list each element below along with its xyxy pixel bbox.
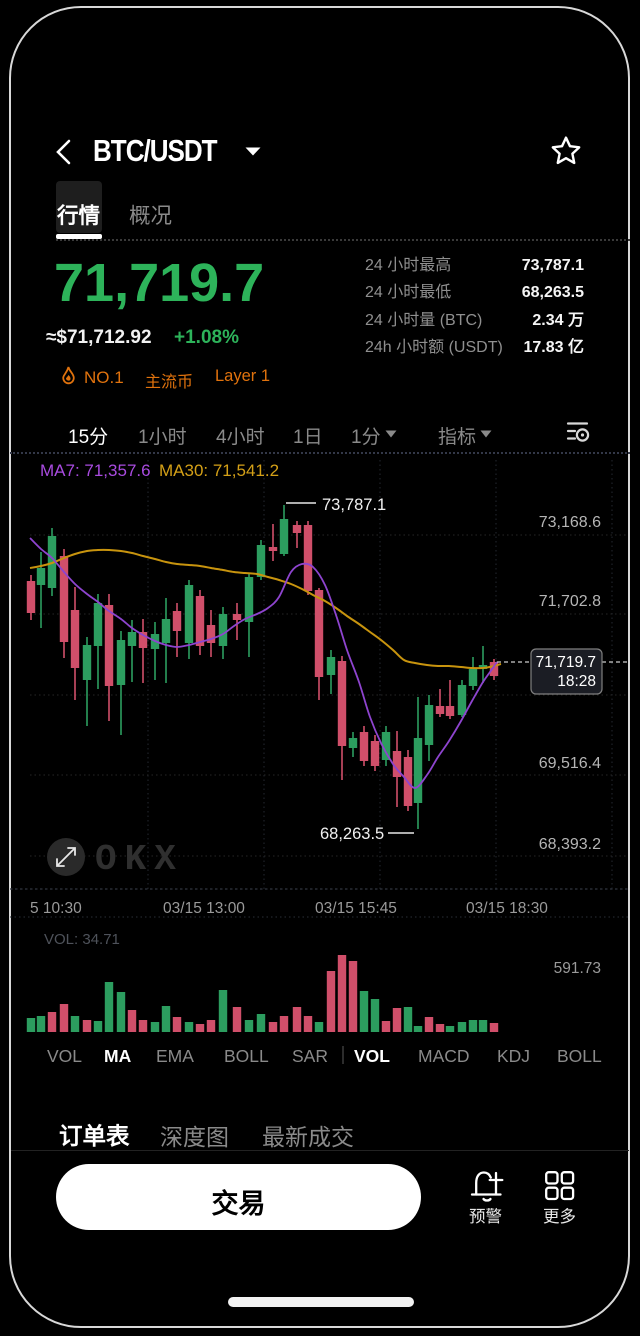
svg-text:VOL: VOL (47, 1046, 82, 1066)
svg-text:68,393.2: 68,393.2 (539, 836, 601, 853)
svg-text:591.73: 591.73 (554, 960, 601, 977)
svg-text:03/15 15:45: 03/15 15:45 (315, 900, 397, 917)
svg-text:71,719.7: 71,719.7 (536, 654, 596, 671)
svg-text:VOL: 34.71: VOL: 34.71 (44, 931, 120, 948)
svg-text:EMA: EMA (156, 1046, 194, 1066)
svg-text:SAR: SAR (292, 1046, 328, 1066)
svg-text:18:28: 18:28 (557, 673, 596, 690)
svg-text:73,787.1: 73,787.1 (322, 496, 386, 514)
svg-text:68,263.5: 68,263.5 (320, 825, 384, 843)
svg-text:VOL: VOL (354, 1046, 390, 1066)
svg-text:MA30: 71,541.2: MA30: 71,541.2 (159, 461, 279, 480)
svg-text:MACD: MACD (418, 1046, 470, 1066)
svg-text:03/15 18:30: 03/15 18:30 (466, 900, 548, 917)
svg-text:BOLL: BOLL (557, 1046, 602, 1066)
svg-text:OKX: OKX (95, 839, 184, 880)
svg-text:03/15 13:00: 03/15 13:00 (163, 900, 245, 917)
svg-text:5 10:30: 5 10:30 (30, 900, 82, 917)
svg-text:KDJ: KDJ (497, 1046, 530, 1066)
svg-text:69,516.4: 69,516.4 (539, 755, 601, 772)
svg-text:BOLL: BOLL (224, 1046, 269, 1066)
svg-text:73,168.6: 73,168.6 (539, 514, 601, 531)
svg-text:MA: MA (104, 1046, 132, 1066)
svg-text:MA7: 71,357.6: MA7: 71,357.6 (40, 461, 151, 480)
svg-text:71,702.8: 71,702.8 (539, 593, 601, 610)
